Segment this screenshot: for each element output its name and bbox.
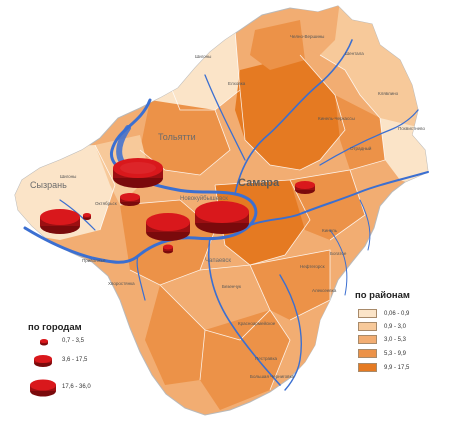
legend-districts-label: 0,9 - 3,0: [384, 323, 407, 330]
sok-river: [234, 39, 353, 195]
city-circle-zhigulevsk: [120, 193, 140, 206]
legend-districts-label: 9,9 - 17,5: [384, 364, 410, 371]
district-boundaries: [94, 29, 386, 391]
svg-text:Кинель-Черкассы: Кинель-Черкассы: [318, 116, 355, 121]
map-label-samara: Самара: [238, 177, 280, 189]
city-circle-syzran: [40, 209, 80, 234]
samara-river: [249, 171, 429, 226]
legend-cities-title: по городам: [28, 322, 82, 333]
city-circle-oktyabrsk: [83, 213, 91, 220]
legend-cities-label: 17,6 - 36,0: [62, 384, 91, 390]
svg-text:Клявлино: Клявлино: [378, 91, 399, 96]
svg-text:Елховка: Елховка: [228, 81, 246, 86]
city-circle-tolyatti: [113, 158, 163, 188]
legend-cities-label: 0,7 - 3,5: [62, 338, 85, 344]
svg-text:Безенчук: Безенчук: [222, 284, 241, 289]
legend-districts-label: 3,0 - 5,3: [384, 336, 407, 343]
legend-circle-medium-icon: [34, 355, 52, 367]
svg-text:Богатое: Богатое: [330, 251, 347, 256]
city-circle-samara: [195, 201, 249, 234]
legend-swatch: [358, 309, 377, 318]
svg-text:Октябрьск: Октябрьск: [95, 201, 117, 206]
legend-districts-item-4: 9,9 - 17,5: [358, 363, 409, 372]
legend-districts-item-3: 5,3 - 9,9: [358, 349, 406, 358]
legend-districts-label: 0,06 - 0,9: [384, 310, 410, 317]
legend-circle-large-icon: [30, 379, 56, 397]
settlement-labels: Челно-Вершины Шентала Клявлино Похвистне…: [60, 34, 425, 379]
legend-cities-item-1: 3,6 - 17,5: [62, 357, 87, 363]
district: [120, 200, 215, 285]
legend-districts-label: 5,3 - 9,9: [384, 350, 407, 357]
svg-text:Большая Черниговка: Большая Черниговка: [250, 374, 295, 379]
legend-swatch: [358, 363, 377, 372]
legend-swatch: [358, 335, 377, 344]
legend-cities-label: 3,6 - 17,5: [62, 357, 88, 363]
district-polygons: [15, 6, 428, 410]
legend-districts-item-1: 0,9 - 3,0: [358, 322, 406, 331]
city-circle-chapaevsk: [163, 244, 173, 254]
legend-swatch: [358, 349, 377, 358]
chapaevka-river: [207, 237, 281, 386]
map-label-novokuybyshevsk: Новокуйбышевск: [180, 195, 228, 202]
svg-text:Отрадный: Отрадный: [350, 145, 372, 151]
legend-cities-item-0: 0,7 - 3,5: [62, 338, 84, 344]
legend-circle-small-icon: [40, 339, 48, 346]
district: [150, 30, 240, 110]
city-circle-samara-west: [146, 213, 190, 241]
map-label-syzran: Сызрань: [30, 180, 67, 190]
map-label-tolyatti: Тольятти: [158, 132, 196, 142]
district: [250, 20, 305, 70]
svg-text:Челно-Вершины: Челно-Вершины: [290, 34, 324, 39]
rivers: [23, 39, 429, 391]
legend-districts-title: по районам: [355, 290, 410, 301]
svg-text:Красноармейское: Красноармейское: [238, 320, 276, 326]
legend-districts-item-2: 3,0 - 5,3: [358, 335, 406, 344]
svg-text:Кинель: Кинель: [322, 228, 338, 233]
svg-text:Шигоны: Шигоны: [195, 54, 211, 59]
svg-text:Пестравка: Пестравка: [255, 356, 278, 361]
svg-text:Нефтегорск: Нефтегорск: [300, 264, 325, 269]
city-circles: [40, 158, 315, 254]
city-circle-novokuybyshevsk: [295, 181, 315, 194]
district: [145, 285, 205, 385]
district: [250, 250, 330, 320]
svg-text:Шентала: Шентала: [345, 51, 364, 56]
district: [335, 95, 385, 170]
legend-swatch: [358, 322, 377, 331]
map-label-chapaevsk: Чапаевск: [205, 258, 231, 264]
legend-districts-item-0: 0,06 - 0,9: [358, 309, 409, 318]
svg-text:Шигоны: Шигоны: [60, 174, 76, 179]
svg-text:Хворостянка: Хворостянка: [108, 281, 135, 286]
svg-text:Алексеевка: Алексеевка: [312, 288, 337, 293]
svg-text:Похвистнево: Похвистнево: [398, 126, 425, 131]
svg-text:Приволжье: Приволжье: [82, 258, 106, 263]
legend-cities-item-2: 17,6 - 36,0: [62, 384, 91, 390]
district: [140, 100, 230, 175]
